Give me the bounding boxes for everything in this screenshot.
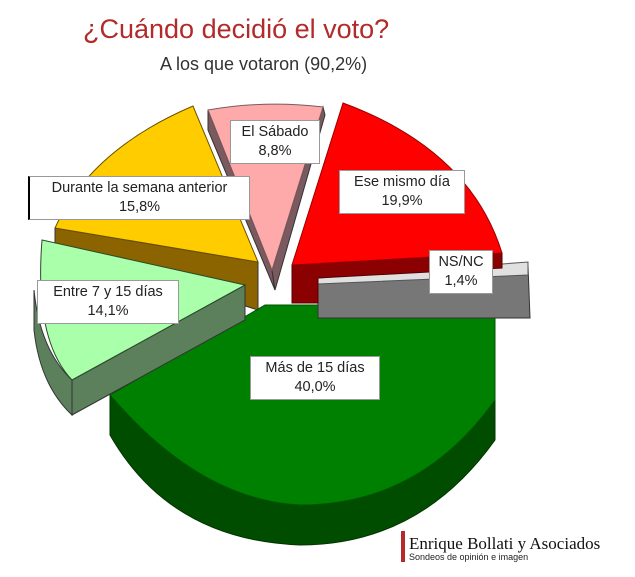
label-name: Durante la semana anterior	[51, 180, 228, 196]
label-name: NS/NC	[438, 254, 484, 270]
label-value: 8,8%	[258, 143, 292, 159]
data-label-mas-de-15-dias: Más de 15 días 40,0%	[250, 356, 380, 400]
chart-title: ¿Cuándo decidió el voto?	[83, 14, 390, 44]
data-label-ns-nc: NS/NC 1,4%	[429, 250, 493, 294]
label-name: Más de 15 días	[265, 360, 365, 376]
data-label-ese-mismo-dia: Ese mismo día 19,9%	[339, 170, 465, 214]
logo-accent-bar	[401, 531, 405, 562]
chart-subtitle: A los que votaron (90,2%)	[160, 54, 368, 74]
label-value: 40,0%	[294, 379, 336, 395]
label-name: El Sábado	[241, 124, 309, 140]
brand-tagline: Sondeos de opinión e imagen	[409, 552, 529, 562]
label-name: Entre 7 y 15 días	[53, 284, 163, 300]
label-value: 15,8%	[118, 199, 161, 215]
label-name: Ese mismo día	[354, 174, 450, 190]
data-label-el-sabado: El Sábado 8,8%	[230, 120, 320, 164]
brand-name: Enrique Bollati y Asociados	[409, 534, 601, 553]
label-value: 19,9%	[381, 193, 423, 209]
label-value: 1,4%	[444, 273, 478, 289]
slice-mas-de-15-dias	[109, 304, 496, 546]
data-label-entre-7-y-15: Entre 7 y 15 días 14,1%	[37, 280, 179, 324]
label-value: 14,1%	[87, 303, 129, 319]
data-label-durante-semana: Durante la semana anterior 15,8%	[28, 176, 250, 220]
